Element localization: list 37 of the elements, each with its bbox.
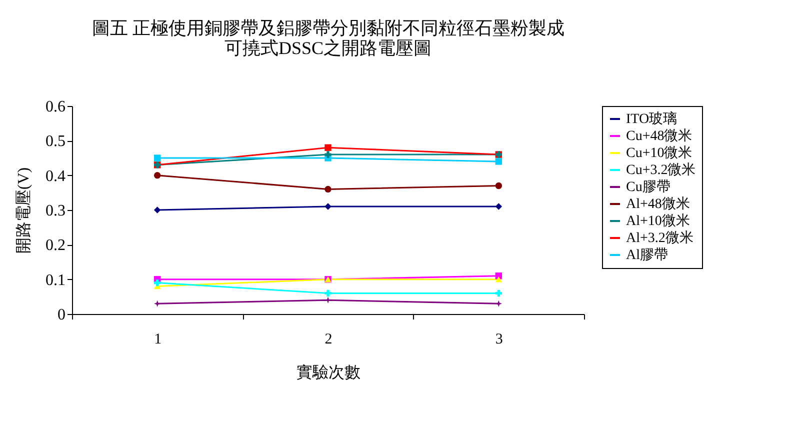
point — [495, 182, 502, 190]
y-tick-label: 0.1 — [46, 272, 66, 289]
point — [154, 154, 161, 162]
legend-label: Cu+10微米 — [626, 145, 692, 161]
point — [495, 158, 502, 165]
y-axis-title: 開路電壓(V) — [16, 167, 32, 254]
legend-label: Cu膠帶 — [626, 179, 670, 195]
point — [154, 206, 161, 214]
point — [324, 151, 332, 158]
x-tick-label: 3 — [495, 332, 503, 348]
legend-label: Al膠帶 — [626, 247, 668, 263]
legend-label: Al+10微米 — [626, 213, 690, 229]
point — [495, 276, 502, 282]
point — [324, 290, 332, 297]
y-tick-label: 0.2 — [46, 237, 66, 254]
point — [154, 172, 161, 179]
legend-label: Cu+3.2微米 — [626, 162, 696, 178]
x-tick-label: 2 — [324, 332, 332, 348]
point — [154, 279, 161, 286]
point — [324, 203, 332, 210]
y-tick-label: 0.6 — [46, 98, 66, 116]
legend-label: Cu+48微米 — [626, 128, 692, 144]
y-tick-label: 0 — [58, 306, 66, 324]
text: 可撓式DSSC之開路電壓圖 — [224, 38, 432, 58]
point — [495, 203, 502, 210]
point — [324, 144, 332, 151]
legend-label: Al+3.2微米 — [626, 230, 694, 246]
y-tick-label: 0.4 — [46, 168, 66, 185]
y-tick-label: 0.5 — [46, 133, 66, 150]
text: 圖五 正極使用銅膠帶及鋁膠帶分別黏附不同粒徑石墨粉製成 — [92, 18, 564, 38]
point — [495, 290, 502, 297]
x-tick-label: 1 — [154, 332, 162, 348]
legend-label: ITO玻璃 — [626, 111, 678, 127]
x-axis-title: 實驗次數 — [296, 364, 360, 382]
point — [324, 186, 332, 193]
legend-label: Al+48微米 — [626, 196, 690, 212]
y-tick-label: 0.3 — [46, 202, 66, 220]
